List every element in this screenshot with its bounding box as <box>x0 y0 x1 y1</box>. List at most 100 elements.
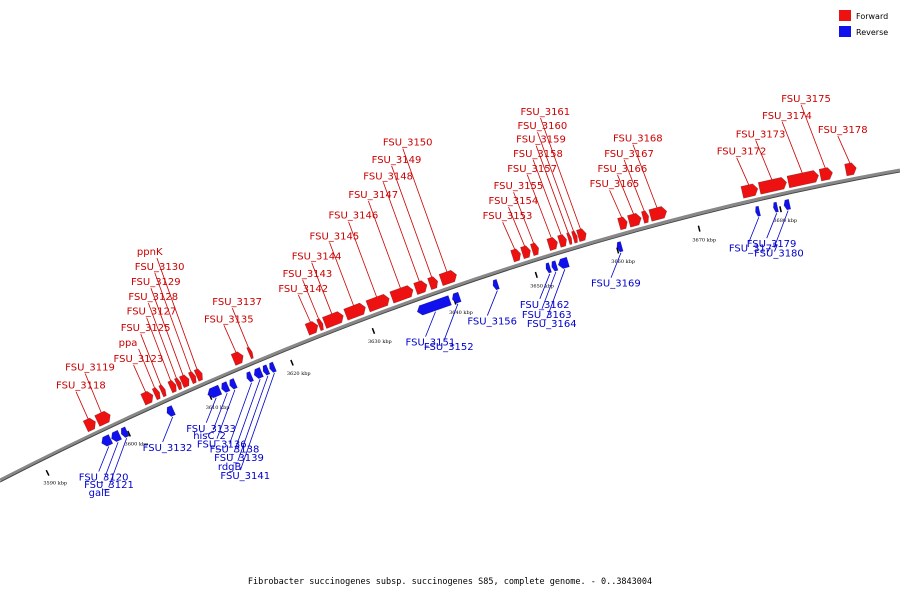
reverse-gene-fsu-3121[interactable] <box>109 429 123 443</box>
gene-label-fsu-3152: FSU_3152 <box>424 342 474 353</box>
forward-gene-fsu-3146[interactable] <box>365 293 391 313</box>
kbp-tick-mark <box>45 469 50 476</box>
reverse-gene-fsu-3151[interactable] <box>416 295 452 317</box>
reverse-gene-fsu-3179[interactable] <box>772 201 779 213</box>
forward-gene-ppa[interactable] <box>151 387 162 401</box>
label-leader <box>98 446 110 472</box>
forward-gene-fsu-3143[interactable] <box>316 318 325 332</box>
forward-gene-fsu-3118[interactable] <box>82 416 98 433</box>
forward-gene-fsu-3142[interactable] <box>304 320 320 336</box>
forward-gene-fsu-3147[interactable] <box>389 284 415 304</box>
forward-gene-fsu-3123[interactable] <box>140 390 156 406</box>
label-leader <box>546 269 566 319</box>
reverse-gene-fsu-3133[interactable] <box>206 384 223 399</box>
forward-gene-fsu-3125[interactable] <box>158 384 168 398</box>
gene-label-fsu-3178: FSU_3178 <box>818 125 868 136</box>
reverse-gene-fsu-3162[interactable] <box>545 262 552 274</box>
reverse-gene-fsu-3164[interactable] <box>557 256 570 270</box>
gene-label-fsu-3143: FSU_3143 <box>283 269 333 280</box>
label-leader <box>773 210 789 248</box>
gene-label-fsu-3158: FSU_3158 <box>513 149 563 160</box>
forward-gene-fsu-3153[interactable] <box>510 248 523 263</box>
forward-gene-fsu-3172[interactable] <box>740 183 759 199</box>
reverse-gene-fsu-3141[interactable] <box>268 361 277 373</box>
reverse-gene-fsu-3138[interactable] <box>245 371 254 383</box>
gene-label-fsu-3168: FSU_3168 <box>613 134 663 145</box>
forward-gene-fsu-3149[interactable] <box>427 276 440 291</box>
gene-label-fsu-3147: FSU_3147 <box>348 190 398 201</box>
kbp-tick-label: 3680 kbp <box>773 218 797 224</box>
kbp-tick-label: 3660 kbp <box>611 259 635 265</box>
gene-label-fsu-3127: FSU_3127 <box>127 307 177 318</box>
kbp-tick-label: 3650 kbp <box>530 283 554 289</box>
forward-gene-fsu-3154[interactable] <box>520 245 532 260</box>
reverse-gene-rdgb[interactable] <box>261 364 271 376</box>
gene-label-fsu-3161: FSU_3161 <box>520 107 570 118</box>
forward-gene-fsu-3167[interactable] <box>641 210 650 224</box>
forward-gene-fsu-3135[interactable] <box>230 350 246 366</box>
reverse-gene-hisc-2[interactable] <box>220 381 231 394</box>
gene-label-fsu-3165: FSU_3165 <box>590 179 640 190</box>
label-leader <box>231 308 249 348</box>
forward-gene-fsu-3155[interactable] <box>530 242 540 257</box>
reverse-gene-fsu-3156[interactable] <box>491 278 500 291</box>
forward-gene-fsu-3148[interactable] <box>413 279 429 295</box>
forward-gene-fsu-3159[interactable] <box>566 232 574 245</box>
forward-gene-fsu-3127[interactable] <box>167 379 179 394</box>
gene-label-fsu-3142: FSU_3142 <box>278 284 328 295</box>
forward-gene-fsu-3145[interactable] <box>343 302 368 321</box>
gene-label-fsu-3156: FSU_3156 <box>467 317 517 328</box>
forward-gene-fsu-3165[interactable] <box>617 216 629 231</box>
gene-label-leaders <box>75 104 851 488</box>
backbone-line <box>0 168 900 482</box>
forward-gene-fsu-3137[interactable] <box>246 346 255 360</box>
forward-gene-fsu-3144[interactable] <box>321 310 345 329</box>
reverse-gene-fsu-3169[interactable] <box>616 241 624 253</box>
reverse-gene-fsu-3180[interactable] <box>783 198 792 211</box>
forward-gene-fsu-3128[interactable] <box>173 377 183 391</box>
gene-arrows <box>82 162 858 447</box>
label-leader <box>329 242 354 306</box>
reverse-gene-fsu-3163[interactable] <box>550 260 559 272</box>
label-leader <box>216 389 236 439</box>
forward-gene-fsu-3130[interactable] <box>187 371 198 385</box>
reverse-gene-fsu-3132[interactable] <box>165 405 176 418</box>
forward-gene-fsu-3158[interactable] <box>557 234 568 248</box>
gene-label-fsu-3135: FSU_3135 <box>204 314 254 325</box>
forward-gene-fsu-3129[interactable] <box>178 374 191 389</box>
gene-label-fsu-3128: FSU_3128 <box>128 292 178 303</box>
reverse-gene-fsu-3152[interactable] <box>451 291 462 304</box>
label-leader <box>311 262 333 314</box>
forward-gene-fsu-3173[interactable] <box>757 176 788 195</box>
forward-gene-fsu-3160[interactable] <box>571 230 579 244</box>
label-leader <box>535 145 569 233</box>
label-leader <box>240 373 275 471</box>
gene-label-fsu-3179: FSU_3179 <box>747 239 797 250</box>
forward-gene-fsu-3174[interactable] <box>786 170 820 189</box>
gene-label-fsu-3133: FSU_3133 <box>186 424 236 435</box>
forward-gene-fsu-3175[interactable] <box>818 167 834 182</box>
forward-gene-fsu-3150[interactable] <box>438 269 458 287</box>
reverse-gene-fsu-3139[interactable] <box>252 367 264 379</box>
label-leader <box>526 174 552 238</box>
label-leader <box>443 303 459 341</box>
forward-gene-fsu-3161[interactable] <box>576 228 588 243</box>
forward-gene-fsu-3119[interactable] <box>94 409 113 427</box>
forward-gene-fsu-3168[interactable] <box>648 205 669 222</box>
gene-label-fsu-3169: FSU_3169 <box>591 279 641 290</box>
forward-gene-fsu-3157[interactable] <box>546 236 560 251</box>
forward-gene-ppnk[interactable] <box>193 368 205 382</box>
reverse-gene-fsu-3136[interactable] <box>228 378 238 390</box>
gene-label-fsu-3159: FSU_3159 <box>516 135 566 146</box>
forward-gene-fsu-3166[interactable] <box>627 212 642 228</box>
reverse-gene-fsu-3177[interactable] <box>754 205 761 217</box>
label-leader <box>508 206 525 247</box>
kbp-tick-label: 3670 kbp <box>692 237 716 243</box>
kbp-tick-mark <box>127 430 132 437</box>
reverse-gene-gale[interactable] <box>119 426 130 439</box>
kbp-tick-mark <box>290 359 294 366</box>
reverse-gene-fsu-3120[interactable] <box>100 434 114 447</box>
forward-gene-fsu-3178[interactable] <box>844 162 858 177</box>
label-leader <box>154 272 192 372</box>
